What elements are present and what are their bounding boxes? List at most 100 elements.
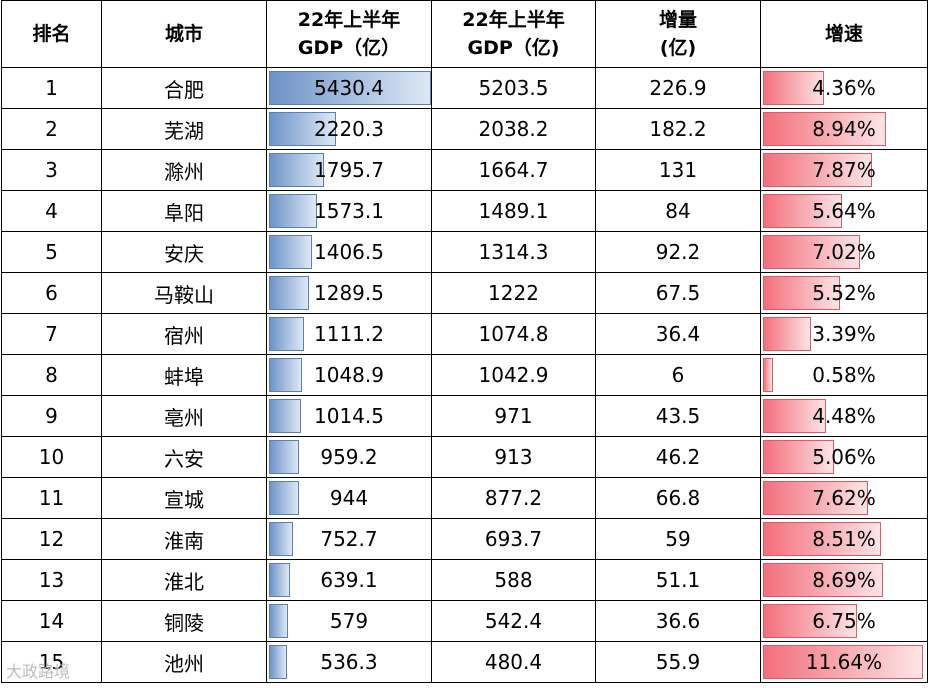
gdp-prev-cell: 1664.7: [431, 149, 596, 191]
growth-cell: 8.51%: [760, 518, 928, 560]
rank-cell: 3: [1, 149, 102, 191]
increase-cell: 36.6: [595, 600, 761, 642]
table-row: 15 池州 536.3 480.4 55.9 11.64%: [1, 641, 928, 683]
rank-cell: 1: [1, 67, 102, 109]
growth-cell-value: 7.87%: [812, 158, 876, 182]
gdp-cell: 536.3: [266, 641, 432, 683]
increase-cell: 6: [595, 354, 761, 396]
gdp-prev-cell: 480.4: [431, 641, 596, 683]
growth-cell: 5.52%: [760, 272, 928, 314]
gdp-cell: 1795.7: [266, 149, 432, 191]
rank-cell: 2: [1, 108, 102, 150]
increase-cell-value: 36.6: [655, 609, 701, 633]
city-cell: 马鞍山: [101, 272, 267, 314]
rank-cell-value: 2: [45, 117, 58, 141]
rank-cell-value: 10: [38, 445, 65, 469]
gdp-data-bar: [269, 399, 301, 433]
gdp-cell-value: 579: [329, 609, 369, 633]
rank-cell-value: 11: [38, 486, 65, 510]
city-cell-value: 铜陵: [164, 610, 204, 635]
increase-cell: 55.9: [595, 641, 761, 683]
rank-cell-value: 8: [45, 363, 58, 387]
gdp-data-bar: [269, 194, 318, 228]
gdp-prev-cell: 5203.5: [431, 67, 596, 109]
gdp-prev-cell-value: 971: [494, 404, 533, 428]
table-row: 6 马鞍山 1289.5 1222 67.5 5.52%: [1, 272, 928, 314]
city-cell-value: 六安: [164, 446, 204, 471]
city-cell: 亳州: [101, 395, 267, 437]
city-cell-value: 安庆: [164, 241, 204, 266]
increase-cell: 67.5: [595, 272, 761, 314]
city-cell-value: 淮北: [164, 569, 204, 594]
growth-data-bar: [763, 317, 811, 351]
header-gdp-2022-h1: 22年上半年 GDP（亿）: [266, 0, 432, 68]
growth-cell: 11.64%: [760, 641, 928, 683]
gdp-data-bar: [269, 645, 287, 679]
gdp-cell-value: 1573.1: [314, 199, 384, 223]
city-cell-value: 滁州: [164, 159, 204, 184]
gdp-cell: 1406.5: [266, 231, 432, 273]
increase-cell: 51.1: [595, 559, 761, 601]
growth-data-bar: [763, 522, 881, 556]
increase-cell: 92.2: [595, 231, 761, 273]
growth-data-bar: [763, 112, 887, 146]
gdp-cell-value: 536.3: [320, 650, 378, 674]
rank-cell-value: 12: [38, 527, 65, 551]
increase-cell-value: 67.5: [655, 281, 701, 305]
gdp-prev-cell-value: 5203.5: [478, 76, 549, 100]
city-cell: 池州: [101, 641, 267, 683]
increase-cell-value: 92.2: [655, 240, 701, 264]
increase-cell-value: 131: [658, 158, 698, 182]
city-cell: 淮北: [101, 559, 267, 601]
increase-cell: 59: [595, 518, 761, 560]
table-row: 13 淮北 639.1 588 51.1 8.69%: [1, 559, 928, 601]
growth-cell-value: 8.51%: [812, 527, 876, 551]
city-cell: 合肥: [101, 67, 267, 109]
city-cell-value: 池州: [164, 651, 204, 676]
increase-cell-value: 43.5: [655, 404, 701, 428]
rank-cell: 10: [1, 436, 102, 478]
rank-cell-value: 1: [45, 76, 58, 100]
increase-cell: 182.2: [595, 108, 761, 150]
growth-data-bar: [763, 604, 857, 638]
rank-cell: 6: [1, 272, 102, 314]
increase-cell: 36.4: [595, 313, 761, 355]
table-row: 14 铜陵 579 542.4 36.6 6.75%: [1, 600, 928, 642]
city-cell-value: 宿州: [164, 323, 204, 348]
growth-cell-value: 4.48%: [812, 404, 876, 428]
growth-cell: 0.58%: [760, 354, 928, 396]
gdp-data-bar: [269, 563, 290, 597]
increase-cell-value: 226.9: [649, 76, 707, 100]
gdp-cell-value: 2220.3: [314, 117, 384, 141]
rank-cell: 4: [1, 190, 102, 232]
rank-cell: 15: [1, 641, 102, 683]
header-gdp-2022-h1-line1: 22年上半年: [297, 9, 401, 31]
increase-cell-value: 55.9: [655, 650, 701, 674]
rank-cell: 7: [1, 313, 102, 355]
gdp-prev-cell-value: 1222: [488, 281, 539, 305]
header-row: 排名 城市 22年上半年 GDP（亿） 22年上半年 GDP（亿) 增量 (亿)…: [1, 0, 928, 68]
city-cell-value: 淮南: [164, 528, 204, 553]
city-cell: 阜阳: [101, 190, 267, 232]
gdp-prev-cell: 1042.9: [431, 354, 596, 396]
rank-cell: 8: [1, 354, 102, 396]
growth-cell: 8.69%: [760, 559, 928, 601]
gdp-cell-value: 1111.2: [314, 322, 384, 346]
gdp-prev-cell: 2038.2: [431, 108, 596, 150]
gdp-cell-value: 639.1: [320, 568, 378, 592]
gdp-prev-cell-value: 588: [494, 568, 533, 592]
city-cell: 安庆: [101, 231, 267, 273]
gdp-data-bar: [269, 317, 304, 351]
rank-cell-value: 9: [45, 404, 58, 428]
table-row: 11 宣城 944 877.2 66.8 7.62%: [1, 477, 928, 519]
table-row: 2 芜湖 2220.3 2038.2 182.2 8.94%: [1, 108, 928, 150]
increase-cell-value: 36.4: [655, 322, 701, 346]
table-row: 4 阜阳 1573.1 1489.1 84 5.64%: [1, 190, 928, 232]
gdp-cell: 2220.3: [266, 108, 432, 150]
gdp-data-bar: [269, 71, 431, 105]
header-city: 城市: [101, 0, 267, 68]
gdp-prev-cell-value: 2038.2: [478, 117, 549, 141]
increase-cell: 46.2: [595, 436, 761, 478]
gdp-cell: 5430.4: [266, 67, 432, 109]
table-row: 1 合肥 5430.4 5203.5 226.9 4.36%: [1, 67, 928, 109]
